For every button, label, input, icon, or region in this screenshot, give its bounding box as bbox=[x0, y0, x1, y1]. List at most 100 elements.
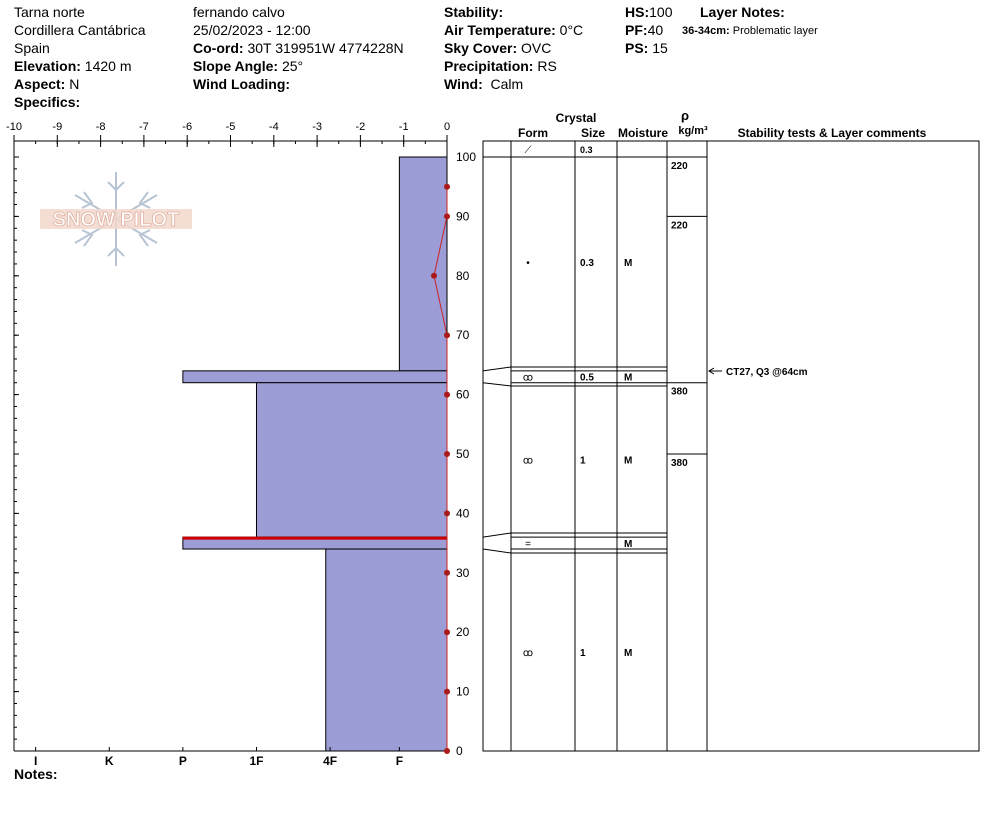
hardness-bar bbox=[398, 156, 448, 372]
air-temp-label: Air Temperature: bbox=[444, 22, 556, 38]
temperature-point bbox=[444, 688, 450, 695]
height-tick-label: 90 bbox=[456, 209, 470, 223]
layer-table-frame bbox=[482, 140, 980, 752]
coord-value: 30T 319951W 4774228N bbox=[247, 40, 404, 56]
ps-value: 15 bbox=[652, 40, 668, 56]
wind-loading-label: Wind Loading: bbox=[193, 76, 291, 92]
layer-size-value: 1 bbox=[580, 648, 586, 659]
layer-note-text: Problematic layer bbox=[732, 25, 818, 37]
temperature-point bbox=[444, 510, 450, 517]
form-header: Form bbox=[518, 126, 548, 140]
precip-field: Precipitation: RS bbox=[444, 57, 557, 75]
temperature-point bbox=[444, 332, 450, 339]
pf-label: PF: bbox=[625, 22, 648, 38]
hardness-label: 1F bbox=[249, 754, 263, 768]
layer-connector bbox=[482, 532, 512, 538]
height-tick-label: 50 bbox=[456, 447, 470, 461]
layer-notes-title: Layer Notes: bbox=[700, 4, 785, 20]
wind-label: Wind: bbox=[444, 76, 483, 92]
layer-moisture-value: M bbox=[624, 648, 632, 659]
coord-label: Co-ord: bbox=[193, 40, 244, 56]
layer-size-value: 0.5 bbox=[580, 373, 594, 384]
pf-field: PF:40 bbox=[625, 21, 663, 39]
layer-form-glyph: ꝏ bbox=[523, 648, 533, 659]
country-name: Spain bbox=[14, 40, 50, 56]
moisture-header: Moisture bbox=[618, 126, 668, 140]
elevation-label: Elevation: bbox=[14, 58, 81, 74]
aspect-value: N bbox=[69, 76, 80, 92]
temp-tick-label: 0 bbox=[444, 121, 450, 133]
hardness-bar bbox=[255, 382, 448, 538]
sky-field: Sky Cover: OVC bbox=[444, 39, 551, 57]
density-value: 220 bbox=[671, 220, 688, 231]
layer-note: 36-34cm: Problematic layer bbox=[682, 22, 818, 40]
coord-field: Co-ord: 30T 319951W 4774228N bbox=[193, 39, 404, 57]
temp-tick-label: -7 bbox=[139, 121, 149, 133]
height-tick-label: 70 bbox=[456, 328, 470, 342]
hardness-label: F bbox=[396, 754, 403, 768]
stability-arrow-head bbox=[708, 367, 715, 375]
layer-size-value: 1 bbox=[580, 456, 586, 467]
sky-label: Sky Cover: bbox=[444, 40, 518, 56]
layer-form-glyph: ꝏ bbox=[523, 373, 533, 384]
size-header: Size bbox=[581, 126, 605, 140]
layer-moisture-value: M bbox=[624, 539, 632, 550]
rho-header: ρ bbox=[681, 108, 689, 123]
stability-tests-header: Stability tests & Layer comments bbox=[738, 126, 927, 140]
height-tick-label: 10 bbox=[456, 685, 470, 699]
specifics-field: Specifics: bbox=[14, 93, 80, 111]
air-temp-field: Air Temperature: 0°C bbox=[444, 21, 583, 39]
slope-value: 25° bbox=[281, 58, 304, 74]
temp-tick-label: -1 bbox=[399, 121, 409, 133]
temp-tick-label: -6 bbox=[182, 121, 192, 133]
temperature-point bbox=[444, 569, 450, 576]
temperature-point bbox=[444, 213, 450, 220]
layer-connector bbox=[482, 548, 512, 554]
sky-value: OVC bbox=[521, 40, 552, 56]
hs-field: HS:100 bbox=[625, 3, 672, 21]
temp-tick-label: -10 bbox=[6, 121, 22, 133]
elevation-field: Elevation: 1420 m bbox=[14, 57, 132, 75]
temperature-point bbox=[444, 391, 450, 398]
hs-value: 100 bbox=[649, 4, 673, 20]
temp-tick-label: -3 bbox=[312, 121, 322, 133]
layer-moisture-value: M bbox=[624, 373, 632, 384]
temp-tick-label: -8 bbox=[96, 121, 106, 133]
logo-banner bbox=[40, 209, 192, 229]
crystal-header: Crystal bbox=[556, 111, 597, 125]
layer-moisture-value: M bbox=[624, 456, 632, 467]
hardness-label: 4F bbox=[323, 754, 337, 768]
hs-label: HS: bbox=[625, 4, 650, 20]
temperature-point bbox=[431, 272, 438, 279]
wind-value: Calm bbox=[490, 76, 524, 92]
temp-tick-label: -4 bbox=[269, 121, 279, 133]
wind-field: Wind: Calm bbox=[444, 75, 523, 93]
temperature-point bbox=[444, 629, 450, 636]
logo-text: SNOW PILOT bbox=[53, 209, 180, 231]
density-value: 380 bbox=[671, 458, 688, 469]
precip-label: Precipitation: bbox=[444, 58, 534, 74]
height-tick-label: 100 bbox=[456, 150, 476, 164]
height-tick-label: 40 bbox=[456, 506, 470, 520]
hardness-label: I bbox=[34, 754, 37, 768]
precip-value: RS bbox=[537, 58, 557, 74]
hardness-bar bbox=[325, 548, 448, 752]
height-tick-label: 30 bbox=[456, 566, 470, 580]
stability-field: Stability: bbox=[444, 3, 503, 21]
temperature-point bbox=[444, 451, 450, 457]
problem-layer-marker bbox=[182, 536, 447, 540]
hardness-label: P bbox=[179, 754, 187, 768]
layer-size-value: 0.3 bbox=[580, 258, 594, 269]
observer-name: fernando calvo bbox=[193, 4, 285, 20]
specifics-label: Specifics: bbox=[14, 94, 81, 110]
layer-form-glyph: ꝏ bbox=[523, 456, 533, 467]
hardness-bar bbox=[182, 370, 448, 384]
notes-field: Notes: bbox=[14, 765, 58, 783]
layer-form-glyph: • bbox=[526, 258, 530, 269]
observation-datetime: 25/02/2023 - 12:00 bbox=[193, 22, 311, 38]
height-tick-label: 0 bbox=[456, 744, 463, 758]
stability-label: Stability: bbox=[444, 4, 504, 20]
temperature-point bbox=[444, 183, 450, 190]
temp-tick-label: -5 bbox=[226, 121, 236, 133]
